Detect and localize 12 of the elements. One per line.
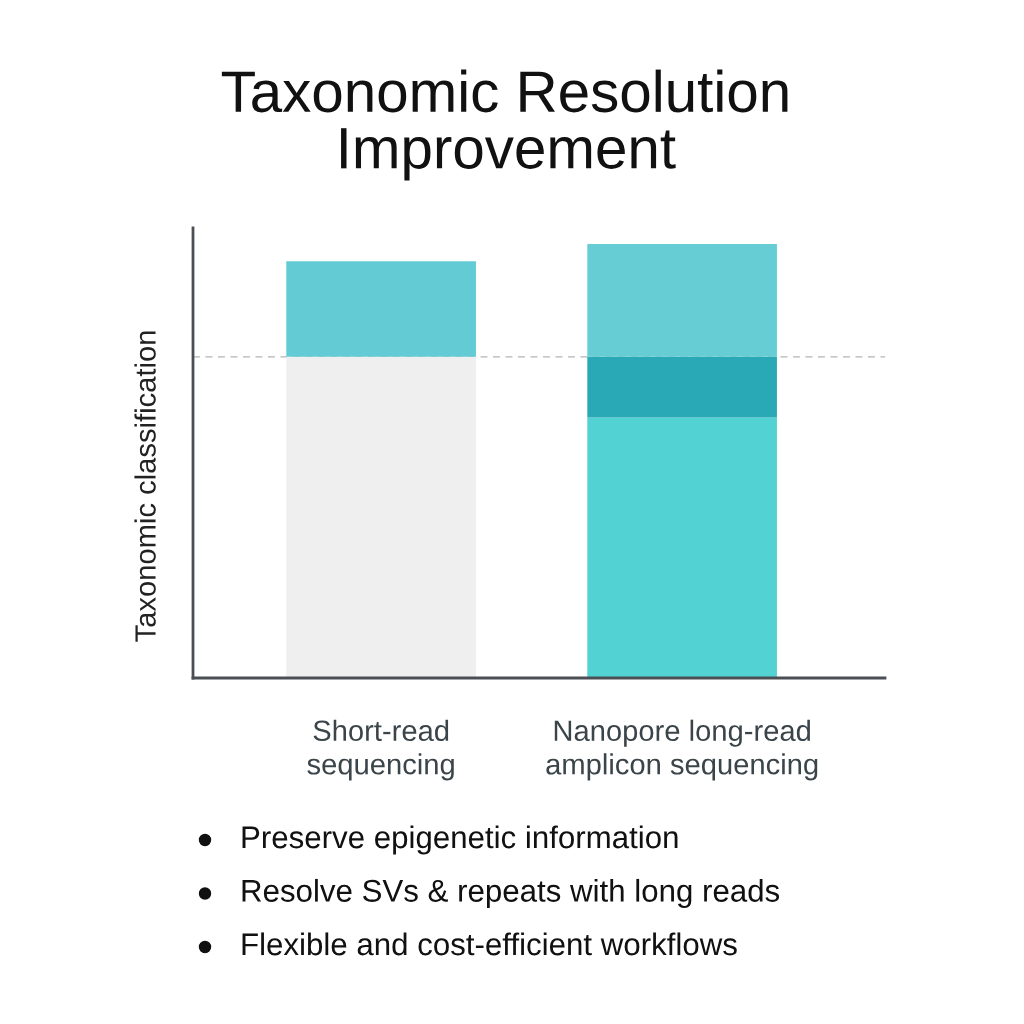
bar (587, 356, 777, 418)
bar (587, 417, 777, 678)
text: Flexible and cost-efficient workflows (242, 932, 737, 956)
bar (286, 261, 476, 357)
x-tick-label: Short-read sequencing (307, 719, 454, 781)
bar (286, 356, 476, 678)
text: Resolve SVs & repeats with long reads (242, 878, 780, 909)
x-tick-label: Nanopore long-read amplicon sequencing (546, 719, 818, 781)
chart-title: Taxonomic Resolution Improvement (221, 69, 788, 181)
y-axis-title: Taxonomic classification (134, 331, 156, 642)
text: Preserve epigenetic information (242, 825, 678, 855)
bar (587, 244, 777, 357)
